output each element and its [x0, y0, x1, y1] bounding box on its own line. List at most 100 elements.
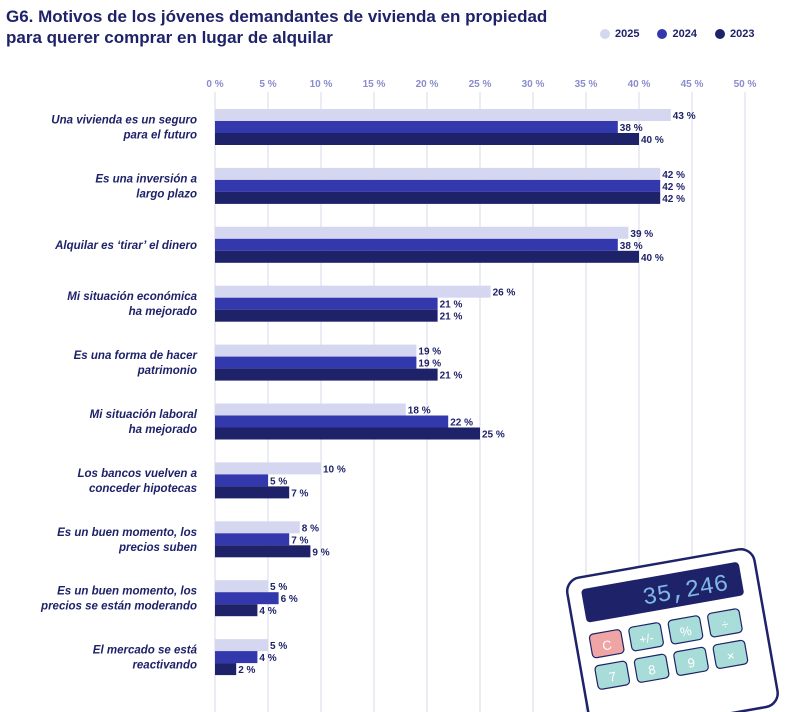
data-label-2025: 19 %	[418, 347, 441, 358]
bar-2025	[215, 109, 671, 121]
x-tick-label: 45 %	[681, 79, 704, 90]
legend-swatch-2025	[600, 29, 610, 39]
bar-2025	[215, 403, 406, 416]
data-label-2025: 26 %	[493, 288, 516, 299]
bar-2023	[215, 604, 258, 617]
data-label-2025: 39 %	[630, 229, 653, 240]
calculator-illustration: 35,246 C +/- % ÷ 7 8 9 ×	[565, 547, 779, 712]
bar-2025	[215, 521, 300, 534]
data-label-2024: 38 %	[620, 241, 643, 252]
category-label: Es una forma de hacer	[74, 350, 198, 362]
bar-2023	[215, 663, 237, 676]
calculator-key-plusminus-glyph: +/-	[638, 631, 655, 647]
x-tick-label: 5 %	[259, 79, 276, 90]
bar-2025	[215, 580, 268, 593]
bar-2024	[215, 179, 661, 192]
legend-label-2023: 2023	[729, 28, 755, 40]
legend-item-2024: 2024	[657, 28, 697, 40]
calculator-key-divide	[707, 608, 743, 638]
calculator-key-percent-glyph: %	[679, 623, 693, 640]
category-label: Alquilar es ‘tirar’ el dinero	[54, 240, 197, 252]
category-label: Mi situación laboral	[90, 409, 198, 421]
bar-2023	[215, 427, 480, 440]
calculator-key-multiply	[712, 639, 749, 669]
data-label-2024: 6 %	[281, 594, 298, 605]
category-label: precios suben	[118, 542, 197, 554]
x-tick-label: 20 %	[416, 79, 439, 90]
x-axis-ticks: 0 % 5 % 10 % 15 % 20 % 25 % 30 % 35 % 40 % 45 % 50…	[206, 79, 756, 90]
category-label: Es un buen momento, los	[57, 586, 197, 598]
data-label-2023: 42 %	[662, 194, 685, 205]
calculator-key-7-glyph: 7	[608, 669, 618, 685]
bar-2023	[215, 250, 639, 263]
legend-item-2025: 2025	[600, 28, 639, 40]
category-label: El mercado se está	[93, 645, 198, 657]
category-label: ha mejorado	[129, 424, 197, 436]
bar-2024	[215, 238, 618, 251]
bar-2023	[215, 545, 311, 558]
x-tick-label: 25 %	[469, 79, 492, 90]
data-label-2025: 5 %	[270, 582, 287, 593]
bar-2023	[215, 368, 438, 381]
legend-swatch-2024	[657, 29, 668, 39]
bar-2023	[215, 486, 290, 499]
calculator-key-7	[594, 660, 631, 690]
data-label-2024: 4 %	[259, 653, 276, 664]
data-label-2023: 9 %	[312, 547, 329, 558]
data-label-2025: 10 %	[323, 464, 346, 475]
category-label: Es un buen momento, los	[57, 527, 197, 539]
calculator-key-c	[588, 629, 625, 659]
category-label: para el futuro	[123, 130, 197, 142]
category-label: patrimonio	[137, 365, 197, 377]
x-tick-label: 15 %	[363, 79, 386, 90]
x-tick-label: 10 %	[310, 79, 333, 90]
legend-swatch-2023	[714, 29, 725, 39]
data-label-2025: 18 %	[408, 406, 431, 417]
category-label: Una vivienda es un seguro	[51, 115, 197, 127]
calculator-key-8-glyph: 8	[647, 662, 657, 678]
bar-2024	[215, 121, 618, 133]
bar-2025	[215, 285, 491, 298]
data-label-2025: 43 %	[673, 111, 696, 122]
data-label-2023: 40 %	[641, 135, 664, 146]
category-label: reactivando	[132, 660, 197, 672]
calculator-display	[581, 562, 744, 623]
bar-2024	[215, 415, 449, 428]
bar-2024	[215, 474, 268, 487]
data-label-2025: 8 %	[302, 523, 319, 534]
chart-title: G6. Motivos de los jóvenes demandantes d…	[6, 6, 548, 48]
category-labels: Una vivienda es un seguro para el futuro E…	[40, 115, 198, 672]
data-label-2025: 42 %	[662, 170, 685, 181]
category-label: Mi situación económica	[67, 291, 197, 303]
bar-2024	[215, 592, 279, 605]
calculator-key-divide-glyph: ÷	[720, 616, 730, 632]
calculator-key-8	[633, 653, 670, 683]
x-tick-label: 50 %	[734, 79, 757, 90]
data-label-2023: 40 %	[641, 253, 664, 264]
data-label-2024: 21 %	[440, 300, 463, 311]
category-label: Los bancos vuelven a	[77, 468, 197, 480]
data-label-2024: 19 %	[418, 359, 441, 370]
calculator-key-plusminus	[628, 622, 664, 652]
x-tick-label: 0 %	[206, 79, 223, 90]
chart-title-line-2: para querer comprar en lugar de alquilar	[6, 28, 333, 47]
data-label-2024: 42 %	[662, 182, 685, 193]
category-label: Es una inversión a	[95, 173, 197, 185]
legend: 2025 2024 2023	[600, 28, 754, 40]
data-label-2025: 5 %	[270, 641, 287, 652]
data-label-2023: 7 %	[291, 488, 308, 499]
category-label: ha mejorado	[129, 306, 197, 318]
data-label-2024: 5 %	[270, 476, 287, 487]
category-label: conceder hipotecas	[89, 483, 197, 495]
chart-title-line-1: G6. Motivos de los jóvenes demandantes d…	[6, 7, 548, 26]
bar-2023	[215, 133, 639, 145]
legend-label-2024: 2024	[672, 28, 697, 40]
data-label-2023: 21 %	[440, 312, 463, 323]
data-label-2023: 4 %	[259, 606, 276, 617]
x-tick-label: 30 %	[522, 79, 545, 90]
category-label: largo plazo	[136, 188, 197, 200]
bar-2024	[215, 356, 417, 369]
bars: 43 %38 %40 %42 %42 %42 %39 %38 %40 %26 %…	[215, 109, 696, 676]
data-label-2024: 7 %	[291, 535, 308, 546]
